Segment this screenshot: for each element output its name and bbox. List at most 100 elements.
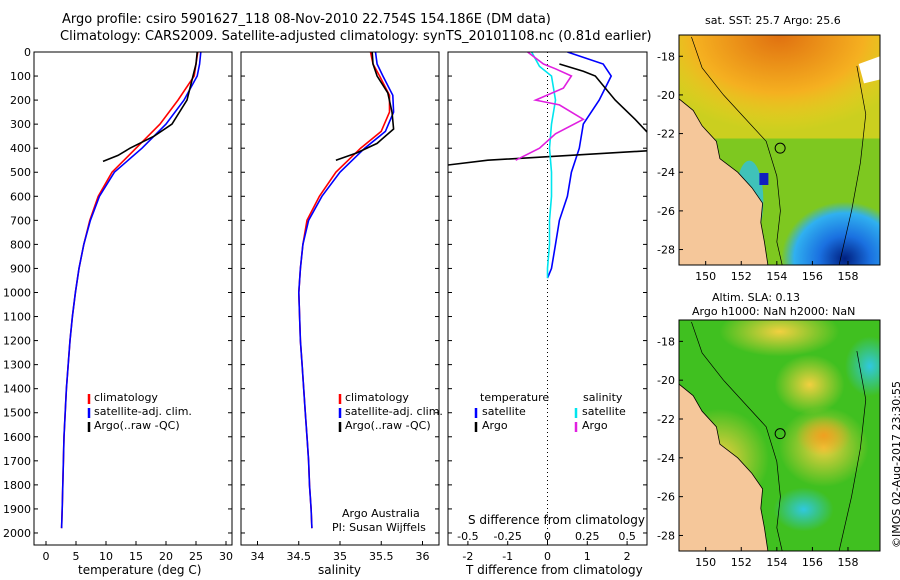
map-x-tick-label: 152 <box>731 556 752 569</box>
temp-series <box>60 52 202 529</box>
temp-legend-climatology: climatology <box>94 391 158 404</box>
series-s-argo <box>515 52 585 161</box>
map-y-tick-label: -28 <box>657 244 675 257</box>
map-y-tick-label: -28 <box>657 529 675 542</box>
sla-map-subtitle: Argo h1000: NaN h2000: NaN <box>692 305 856 318</box>
y-tick-label: 0 <box>24 46 31 59</box>
diff-legend-t-satellite: satellite <box>482 405 526 418</box>
map-y-tick-label: -26 <box>657 205 675 218</box>
y-tick-label: 1000 <box>3 286 31 299</box>
temp-axes-box <box>33 51 233 546</box>
x-tick-label: 2 <box>624 550 631 563</box>
argo-position-marker <box>774 142 786 154</box>
y-tick-label: 700 <box>10 214 31 227</box>
y-tick-label: 100 <box>10 70 31 83</box>
no-data-patch <box>858 56 880 84</box>
bathymetry-contour <box>838 350 867 551</box>
y-tick-label: 1900 <box>3 503 31 516</box>
s-diff-xlabel: S difference from climatology <box>468 513 645 527</box>
y-tick-label: 400 <box>10 142 31 155</box>
top-x-tick-label: 0.25 <box>575 530 600 543</box>
sla-map-frame <box>678 319 881 552</box>
map-y-tick-label: -22 <box>657 128 675 141</box>
map-y-tick-label: -26 <box>657 491 675 504</box>
y-tick-label: 500 <box>10 166 31 179</box>
series-t-satellite <box>546 52 613 279</box>
sla-cyan-blob <box>773 487 834 532</box>
bathymetry-contour <box>691 36 783 265</box>
sla-cyan-blob <box>844 336 880 397</box>
diff-legend-s-argo: Argo <box>582 419 608 432</box>
series-satellite-adj-clim- <box>60 52 202 529</box>
y-tick-label: 1200 <box>3 335 31 348</box>
y-tick-label: 600 <box>10 190 31 203</box>
land-mass <box>679 383 769 551</box>
map-y-tick-label: -20 <box>657 374 675 387</box>
diff-legend-t-argo: Argo <box>482 419 508 432</box>
map-x-tick-label: 154 <box>766 556 787 569</box>
sla-orange-blob <box>795 415 852 456</box>
x-tick-label: 25 <box>189 550 203 563</box>
x-tick-label: 20 <box>159 550 173 563</box>
x-tick-label: 36 <box>416 550 430 563</box>
y-tick-label: 1700 <box>3 455 31 468</box>
series-s-satellite <box>530 52 557 279</box>
series-argo-raw-qc- <box>335 52 395 161</box>
top-x-tick-label: 0 <box>544 530 551 543</box>
x-tick-label: 35 <box>333 550 347 563</box>
map-y-tick-label: -18 <box>657 50 675 63</box>
map-x-tick-label: 158 <box>837 556 858 569</box>
top-x-tick-label: -0.5 <box>457 530 478 543</box>
map-y-tick-label: -20 <box>657 89 675 102</box>
y-tick-label: 900 <box>10 262 31 275</box>
top-x-tick-label: -0.25 <box>493 530 521 543</box>
y-tick-label: 800 <box>10 238 31 251</box>
sla-map-field <box>679 320 880 551</box>
temp-legend-argo: Argo(..raw -QC) <box>94 419 180 432</box>
map-x-tick-label: 156 <box>802 270 823 283</box>
sal-series <box>297 52 395 529</box>
land-mass <box>679 98 769 265</box>
y-tick-label: 1600 <box>3 431 31 444</box>
sst-map-frame <box>678 34 881 266</box>
sla-yellow-blob <box>774 354 845 415</box>
x-tick-label: 1 <box>584 550 591 563</box>
t-diff-xlabel: T difference from climatology <box>466 563 643 577</box>
series-t-argo <box>448 63 647 166</box>
header-line1: Argo profile: csiro 5901627_118 08-Nov-2… <box>62 12 551 27</box>
map-x-tick-label: 154 <box>766 270 787 283</box>
y-tick-label: 1800 <box>3 479 31 492</box>
map-y-tick-label: -24 <box>657 166 675 179</box>
x-tick-label: 34 <box>251 550 265 563</box>
annotation-line2: PI: Susan Wijffels <box>332 521 426 534</box>
temperature-xlabel: temperature (deg C) <box>78 563 202 577</box>
x-tick-label: 30 <box>219 550 233 563</box>
y-tick-label: 1100 <box>3 311 31 324</box>
series-climatology <box>297 52 391 529</box>
map-y-tick-label: -24 <box>657 452 675 465</box>
sal-legend-satellite: satellite-adj. clim. <box>345 405 443 418</box>
y-tick-label: 1500 <box>3 407 31 420</box>
x-tick-label: 0 <box>544 550 551 563</box>
x-tick-label: 0 <box>43 550 50 563</box>
sal-legend-argo: Argo(..raw -QC) <box>345 419 431 432</box>
map-y-tick-label: -22 <box>657 413 675 426</box>
sst-argo-cell <box>759 173 769 185</box>
sst-map-title: sat. SST: 25.7 Argo: 25.6 <box>705 14 841 27</box>
credit-stamp: ©IMOS 02-Aug-2017 23:30:55 <box>890 381 900 548</box>
y-tick-label: 200 <box>10 94 31 107</box>
diff-axes-box <box>447 51 648 546</box>
diff-legend-s-satellite: satellite <box>582 405 626 418</box>
x-tick-label: -1 <box>502 550 513 563</box>
sla-map: 150 152 154 156 158 -18 -20 -22 -24 -26 -28 <box>657 319 881 569</box>
annotation-line1: Argo Australia <box>342 507 420 520</box>
x-tick-label: 5 <box>73 550 80 563</box>
x-tick-label: 10 <box>99 550 113 563</box>
sst-map: 150 152 154 156 158 -18 -20 -22 -24 -26 -28 <box>657 34 881 283</box>
y-tick-label: 300 <box>10 118 31 131</box>
map-x-tick-label: 150 <box>695 556 716 569</box>
header-line2: Climatology: CARS2009. Satellite-adjuste… <box>60 29 652 44</box>
temp-legend-satellite: satellite-adj. clim. <box>94 405 192 418</box>
map-y-tick-label: -18 <box>657 335 675 348</box>
temp-panel: 0100200300400500600700800900100011001200… <box>3 46 233 563</box>
